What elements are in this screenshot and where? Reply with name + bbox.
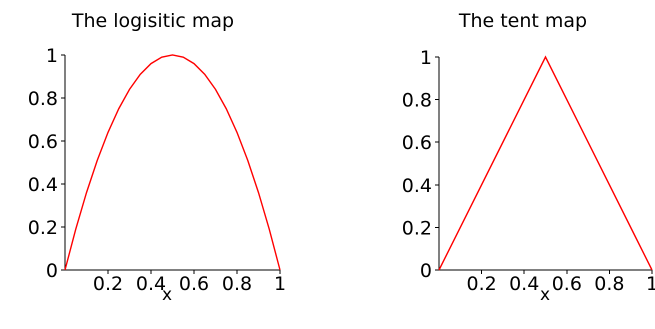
y-tick-label: 0 <box>420 260 432 282</box>
y-tick-label: 0.4 <box>28 174 58 196</box>
x-tick-labels: 0.2 0.4 0.6 0.8 1 <box>466 270 655 295</box>
y-tick-labels: 0 0.2 0.4 0.6 0.8 1 <box>28 45 65 282</box>
y-tick-label: 0.6 <box>28 131 58 153</box>
y-tick-labels: 0 0.2 0.4 0.6 0.8 1 <box>402 47 439 282</box>
y-tick-label: 0.8 <box>28 88 58 110</box>
x-axis-label: x <box>162 285 172 305</box>
x-tick-label: 0.4 <box>136 273 166 295</box>
x-tick-labels: 0.2 0.4 0.6 0.8 1 <box>93 270 286 295</box>
series-line <box>438 55 653 271</box>
x-tick-label: 0.6 <box>552 273 582 295</box>
chart-tent: The tent map x 00.20.40.60.81 0.2 0.4 0.6 0… <box>402 10 655 305</box>
y-tick-label: 0.2 <box>28 217 58 239</box>
y-tick-label: 1 <box>46 45 58 67</box>
chart-title: The tent map <box>458 10 587 32</box>
x-tick-label: 1 <box>274 273 286 295</box>
x-tick-label: 0.8 <box>222 273 252 295</box>
x-tick-label: 1 <box>646 273 655 295</box>
y-tick-label: 0.4 <box>402 175 432 197</box>
y-tick-label: 0.2 <box>402 217 432 239</box>
series-line <box>64 54 281 271</box>
chart-logistic: The logisitic map x 00.20.40.60.81 0.2 0.… <box>28 10 286 305</box>
y-tick-label: 0.8 <box>402 90 432 112</box>
x-tick-label: 0.4 <box>509 273 539 295</box>
series-group <box>64 54 281 271</box>
series-group <box>438 55 653 271</box>
x-tick-label: 0.6 <box>179 273 209 295</box>
y-tick-label: 0 <box>46 260 58 282</box>
chart-title: The logisitic map <box>71 10 234 32</box>
y-tick-label: 0.6 <box>402 132 432 154</box>
x-tick-label: 0.8 <box>594 273 624 295</box>
x-tick-label: 0.2 <box>466 273 496 295</box>
x-tick-label: 0.2 <box>93 273 123 295</box>
y-tick-label: 1 <box>420 47 432 69</box>
x-axis-label: x <box>540 285 550 305</box>
